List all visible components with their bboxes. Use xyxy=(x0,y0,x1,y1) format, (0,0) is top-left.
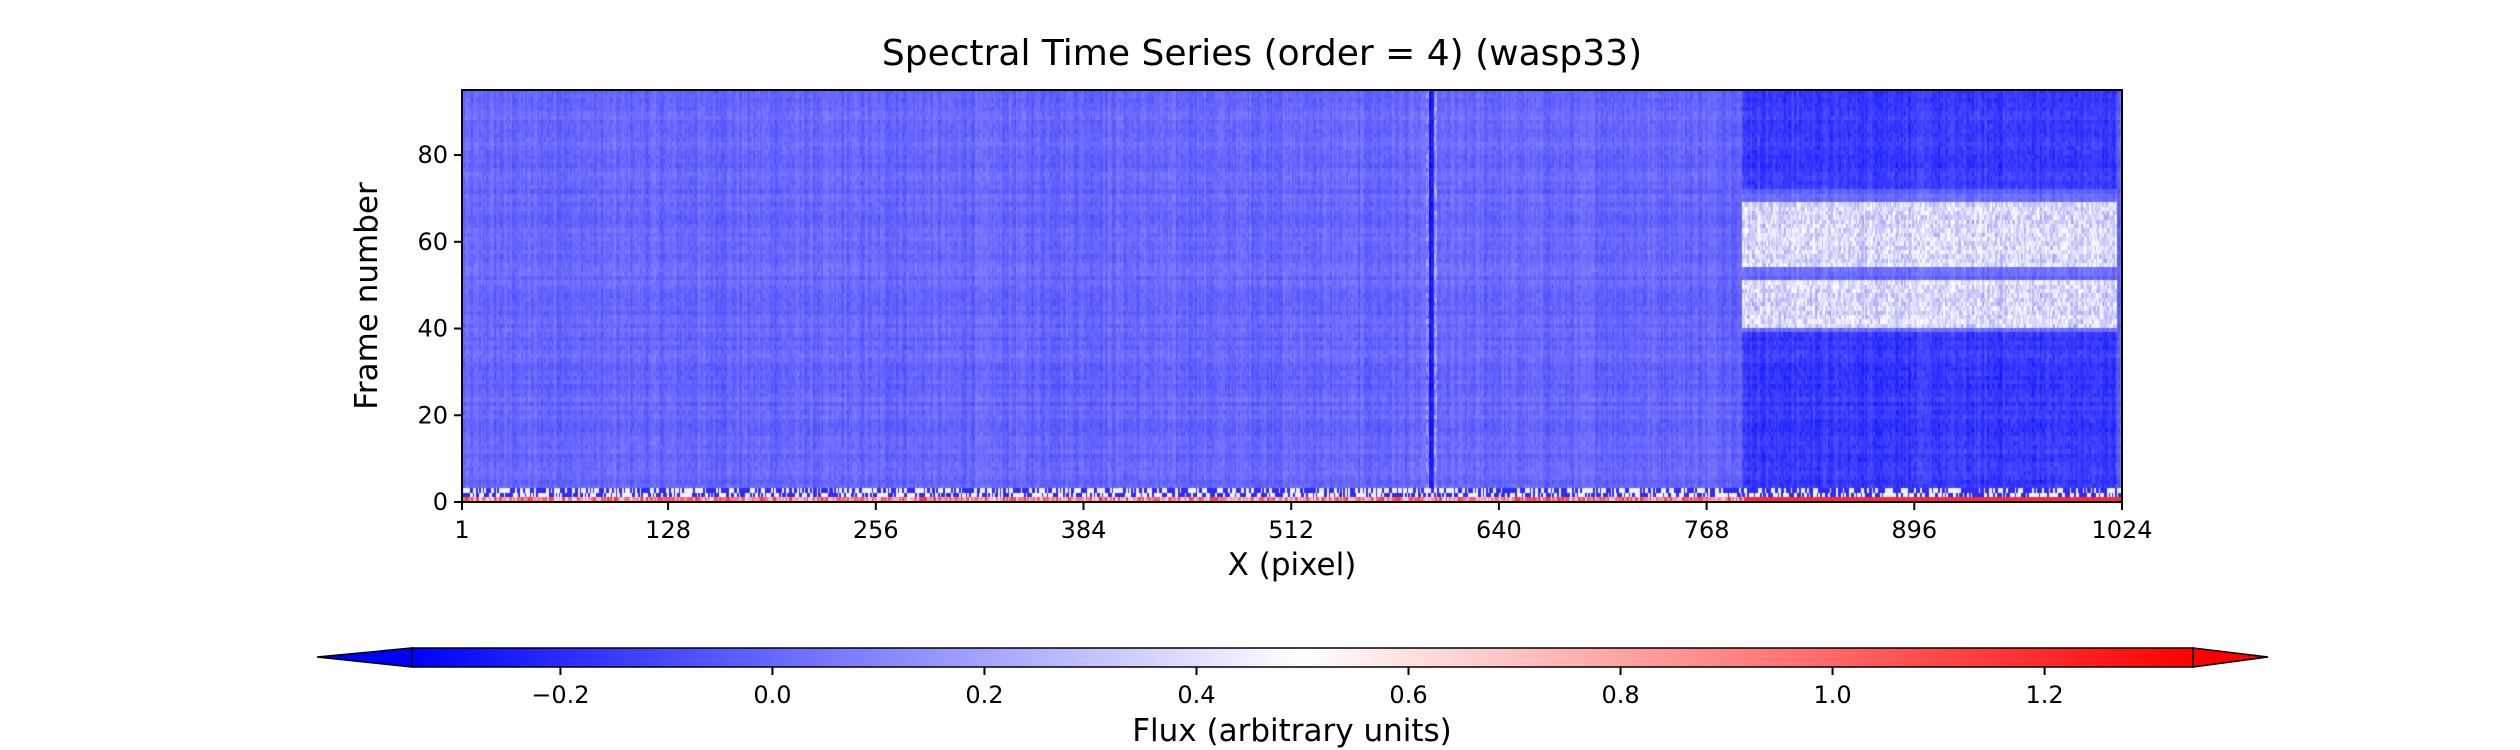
x-tick-label: 384 xyxy=(1061,516,1107,544)
y-tick-label: 80 xyxy=(417,141,448,169)
colorbar-label: Flux (arbitrary units) xyxy=(1132,713,1452,749)
x-tick-label: 768 xyxy=(1684,516,1730,544)
colorbar-tick-label: 1.0 xyxy=(1813,681,1851,709)
colorbar-tick-label: 0.4 xyxy=(1177,681,1215,709)
y-tick-label: 20 xyxy=(417,401,448,429)
heatmap-image xyxy=(462,90,2122,502)
colorbar-low-extend xyxy=(316,647,413,668)
y-tick-label: 40 xyxy=(417,315,448,343)
colorbar-ticks: −0.2 0.0 0.2 0.4 0.6 0.8 1.0 1.2 xyxy=(531,667,2064,709)
colorbar: −0.2 0.0 0.2 0.4 0.6 0.8 1.0 1.2 Flux (arbitrar… xyxy=(316,647,2269,749)
heatmap-panel xyxy=(461,89,2123,503)
colorbar-tick-label: 1.2 xyxy=(2025,681,2063,709)
y-tick-label: 0 xyxy=(433,488,448,516)
x-tick-label: 1 xyxy=(454,516,469,544)
x-tick-label: 256 xyxy=(853,516,899,544)
x-tick-label: 640 xyxy=(1476,516,1522,544)
chart-title: Spectral Time Series (order = 4) (wasp33… xyxy=(882,33,1642,74)
colorbar-high-extend xyxy=(2192,647,2269,668)
x-axis-ticks: 1 128 256 384 512 640 768 896 1024 xyxy=(454,502,2153,544)
colorbar-tick-label: 0.2 xyxy=(965,681,1003,709)
x-tick-label: 128 xyxy=(645,516,691,544)
y-axis-ticks: 0 20 40 60 80 xyxy=(417,141,462,516)
x-tick-label: 512 xyxy=(1268,516,1314,544)
y-axis-label: Frame number xyxy=(349,182,385,410)
colorbar-tick-label: 0.6 xyxy=(1389,681,1427,709)
colorbar-gradient xyxy=(411,647,2194,668)
colorbar-tick-label: 0.8 xyxy=(1601,681,1639,709)
colorbar-tick-label: 0.0 xyxy=(753,681,791,709)
x-tick-label: 896 xyxy=(1891,516,1937,544)
x-axis-label: X (pixel) xyxy=(1228,547,1357,583)
x-tick-label: 1024 xyxy=(2091,516,2152,544)
colorbar-tick-label: −0.2 xyxy=(531,681,589,709)
y-tick-label: 60 xyxy=(417,228,448,256)
